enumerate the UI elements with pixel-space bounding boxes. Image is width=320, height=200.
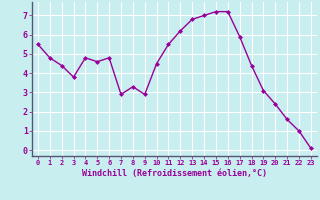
X-axis label: Windchill (Refroidissement éolien,°C): Windchill (Refroidissement éolien,°C) bbox=[82, 169, 267, 178]
